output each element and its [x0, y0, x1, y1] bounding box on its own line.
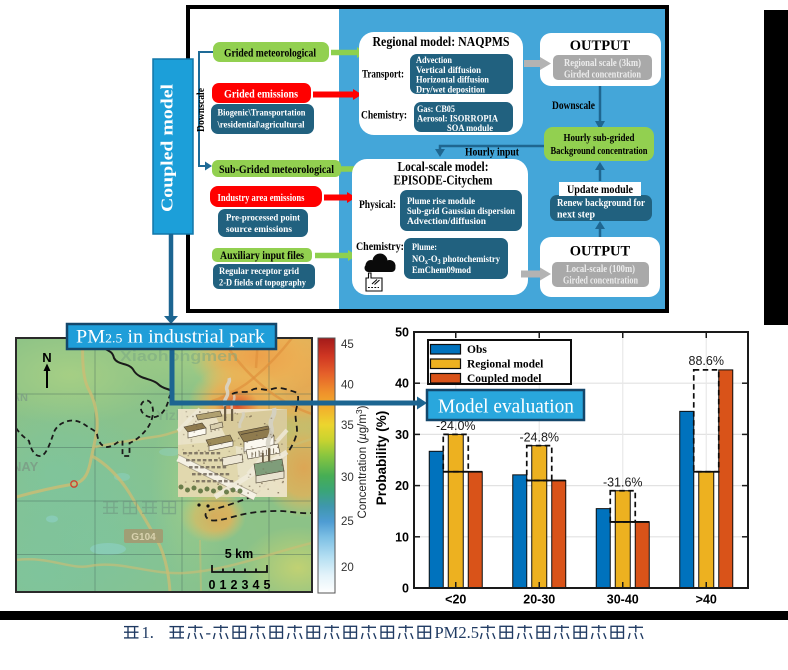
svg-text:Coupled model: Coupled model: [467, 373, 541, 385]
svg-text:1: 1: [220, 578, 227, 592]
svg-text:Local-scale model:: Local-scale model:: [398, 159, 489, 174]
svg-text:50: 50: [395, 326, 409, 340]
svg-text:Regional model: NAQPMS: Regional model: NAQPMS: [373, 34, 510, 49]
svg-text:Girded concentration: Girded concentration: [563, 276, 638, 287]
svg-text:PM2.5: PM2.5: [435, 623, 479, 642]
svg-text:Pre-processed point: Pre-processed point: [226, 213, 301, 224]
svg-text:-31.6%: -31.6%: [603, 476, 643, 490]
svg-text:Regional model: Regional model: [467, 359, 543, 371]
svg-text:Regional scale (3km): Regional scale (3km): [564, 58, 641, 69]
svg-text:Auxiliary input files: Auxiliary input files: [220, 250, 305, 262]
svg-text:0: 0: [402, 582, 409, 596]
svg-text:0: 0: [209, 578, 216, 592]
svg-text:25: 25: [341, 516, 354, 528]
svg-text:Sub-Grided meteorological: Sub-Grided meteorological: [219, 164, 334, 176]
svg-text:OUTPUT: OUTPUT: [570, 244, 631, 260]
svg-text:20: 20: [395, 479, 409, 493]
svg-text:1.: 1.: [142, 623, 154, 642]
svg-text:SOA module: SOA module: [447, 124, 493, 134]
svg-text:Downscale: Downscale: [552, 98, 596, 112]
svg-text:Hourly sub-grided: Hourly sub-grided: [564, 133, 635, 144]
svg-text:Local-scale (100m): Local-scale (100m): [566, 264, 635, 275]
svg-text:30: 30: [395, 428, 409, 442]
svg-text:Horizontal diffusion: Horizontal diffusion: [416, 76, 490, 86]
svg-text:20-30: 20-30: [523, 593, 555, 607]
svg-text:Advection/diffusion: Advection/diffusion: [407, 216, 487, 227]
svg-text:EPISODE-Citychem: EPISODE-Citychem: [394, 173, 494, 188]
svg-text:5: 5: [264, 578, 271, 592]
svg-text:Update module: Update module: [567, 184, 633, 196]
svg-text:Transport:: Transport:: [362, 69, 404, 81]
svg-text:Sub-grid Gaussian dispersion: Sub-grid Gaussian dispersion: [407, 206, 515, 217]
svg-text:2-D fields of topography: 2-D fields of topography: [219, 278, 306, 289]
svg-text:Vertical diffusion: Vertical diffusion: [416, 66, 482, 76]
svg-text:Obs: Obs: [467, 344, 487, 356]
svg-text:20: 20: [341, 562, 354, 574]
svg-text:Plume rise module: Plume rise module: [407, 196, 476, 207]
svg-text:Gas: CB05: Gas: CB05: [417, 105, 455, 115]
svg-text:N: N: [42, 350, 51, 365]
svg-text:2: 2: [231, 578, 238, 592]
svg-text:<20: <20: [445, 593, 466, 607]
svg-text:5 km: 5 km: [225, 547, 254, 561]
svg-text:30-40: 30-40: [607, 593, 639, 607]
svg-text:Physical:: Physical:: [359, 199, 396, 211]
svg-text:AN: AN: [12, 392, 28, 404]
svg-text:Hourly input: Hourly input: [465, 147, 519, 159]
svg-text:NAY: NAY: [12, 459, 39, 474]
svg-text:40: 40: [341, 380, 354, 392]
svg-text:-24.8%: -24.8%: [519, 431, 559, 445]
svg-text:Downscale: Downscale: [196, 88, 207, 132]
svg-text:Model evaluation: Model evaluation: [438, 397, 574, 418]
svg-text:Grided meteorological: Grided meteorological: [224, 46, 317, 60]
svg-text:OUTPUT: OUTPUT: [570, 38, 631, 54]
svg-text:Girded concentration: Girded concentration: [564, 70, 641, 81]
svg-text:next step: next step: [557, 210, 595, 221]
svg-text:\residential\agricultural: \residential\agricultural: [217, 120, 305, 131]
svg-text:Renew background for: Renew background for: [557, 198, 645, 209]
svg-text:Concentration (µg/m3): Concentration (µg/m3): [354, 405, 369, 518]
svg-text:45: 45: [341, 339, 354, 351]
svg-text:3: 3: [242, 578, 249, 592]
svg-text:Industry area emissions: Industry area emissions: [218, 192, 306, 204]
svg-text:Coupled model: Coupled model: [158, 84, 177, 212]
svg-text:>40: >40: [696, 593, 717, 607]
svg-text:Chemistry:: Chemistry:: [356, 241, 404, 253]
svg-text:PM2.5 in industrial park: PM 2.5 in industrial park: [76, 327, 266, 348]
svg-text:-24.0%: -24.0%: [436, 419, 476, 433]
svg-text:Background concentration: Background concentration: [551, 146, 648, 157]
svg-text:Regular receptor grid: Regular receptor grid: [219, 266, 299, 277]
svg-text:EmChem09mod: EmChem09mod: [412, 265, 471, 276]
svg-text:4: 4: [253, 578, 260, 592]
svg-text:Dry/wet deposition: Dry/wet deposition: [416, 85, 486, 95]
svg-text:NOx-O3 photochemistry: NOx-O3 photochemistry: [412, 254, 500, 266]
svg-text:G104: G104: [131, 532, 156, 543]
svg-text:Probability (%): Probability (%): [374, 411, 389, 506]
svg-text:-: -: [206, 623, 212, 642]
svg-text:Advection: Advection: [416, 56, 453, 66]
svg-text:40: 40: [395, 377, 409, 391]
svg-text:88.6%: 88.6%: [689, 354, 724, 368]
svg-text:Xiaohongmen: Xiaohongmen: [120, 348, 238, 365]
svg-text:Plume:: Plume:: [412, 242, 437, 253]
svg-text:source emissions: source emissions: [226, 224, 292, 235]
svg-text:30: 30: [341, 472, 354, 484]
svg-text:10: 10: [395, 530, 409, 544]
svg-text:35: 35: [341, 420, 354, 432]
svg-text:Aerosol: ISORROPIA: Aerosol: ISORROPIA: [417, 115, 498, 125]
svg-text:Biogenic\Transportation: Biogenic\Transportation: [218, 108, 306, 119]
svg-text:Chemistry:: Chemistry:: [361, 110, 407, 122]
svg-text:Grided emissions: Grided emissions: [224, 87, 298, 101]
